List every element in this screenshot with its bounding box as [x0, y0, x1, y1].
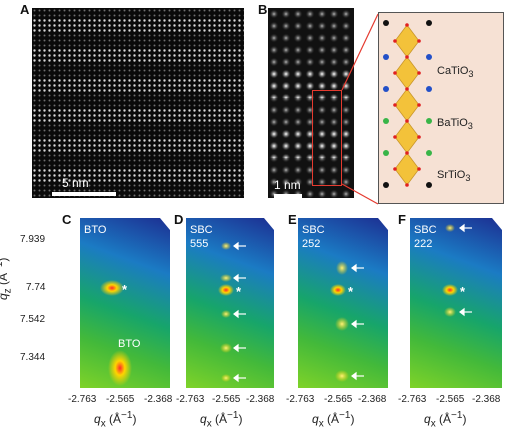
atomic-columns-b: [268, 8, 354, 198]
x-tick-d-0: -2.763: [176, 394, 205, 405]
zoom-connector-lines: [341, 13, 379, 205]
x-axis-title-e: qx (Å−1): [312, 410, 355, 430]
x-tick-f-0: -2.763: [398, 394, 427, 405]
rsm-peaks-e: [330, 218, 388, 382]
peak-tag-c: BTO: [118, 338, 141, 350]
scale-bar-a: [52, 192, 116, 196]
sample-tag-d: SBC: [190, 224, 213, 236]
rsm-map-d: SBC 555 *: [186, 218, 274, 388]
panel-label-a: A: [20, 2, 30, 17]
panel-label-e: E: [288, 212, 297, 227]
substrate-peak-star-c: *: [122, 282, 128, 297]
rsm-map-c: BTO * BTO: [80, 218, 170, 388]
rsm-map-f: SBC 222 *: [410, 218, 502, 388]
panel-label-f: F: [398, 212, 406, 227]
rsm-peaks-c: [100, 218, 170, 386]
y-tick-1: 7.74: [26, 282, 46, 293]
sample-sub-d: 555: [190, 238, 209, 250]
panel-label-c: C: [62, 212, 72, 227]
sample-tag-f: SBC: [414, 224, 437, 236]
x-tick-d-2: -2.368: [246, 394, 275, 405]
x-tick-f-1: -2.565: [436, 394, 465, 405]
scale-text-b: 1 nm: [274, 178, 301, 192]
x-axis-title-f: qx (Å−1): [424, 410, 467, 430]
scale-text-a: 5 nm: [62, 176, 89, 190]
x-tick-e-2: -2.368: [358, 394, 387, 405]
sample-tag-e: SBC: [302, 224, 325, 236]
y-tick-0: 7.939: [20, 234, 46, 245]
substrate-peak-star-e: *: [348, 284, 354, 299]
rsm-peaks-d: [218, 218, 274, 383]
x-axis-title-c: qx (Å−1): [94, 410, 137, 430]
perovskite-schematic: CaTiO3 BaTiO3 SrTiO3: [378, 12, 504, 204]
label-batio3: BaTiO3: [437, 117, 473, 132]
panel-label-b: B: [258, 2, 268, 17]
rsm-map-e: SBC 252 *: [298, 218, 388, 388]
x-tick-f-2: -2.368: [472, 394, 501, 405]
y-tick-2: 7.542: [20, 314, 46, 325]
label-catio3: CaTiO3: [437, 65, 474, 80]
panel-label-d: D: [174, 212, 184, 227]
x-tick-c-0: -2.763: [68, 394, 97, 405]
substrate-peak-star-f: *: [460, 284, 466, 299]
atomic-lattice-a: [32, 8, 244, 198]
sample-tag-c: BTO: [84, 224, 107, 236]
y-tick-3: 7.344: [20, 352, 46, 363]
label-srtio3: SrTiO3: [437, 169, 471, 184]
x-tick-e-1: -2.565: [324, 394, 353, 405]
y-axis-title: qz (Å−1): [0, 258, 14, 300]
x-tick-c-1: -2.565: [106, 394, 135, 405]
x-tick-d-1: -2.565: [212, 394, 241, 405]
sample-sub-f: 222: [414, 238, 433, 250]
zoom-box: [312, 90, 342, 186]
octahedra-stack: [383, 20, 432, 188]
stem-image-a: 5 nm: [32, 8, 244, 198]
x-axis-title-d: qx (Å−1): [200, 410, 243, 430]
sample-sub-e: 252: [302, 238, 321, 250]
scale-bar-b: [274, 194, 302, 198]
rsm-peaks-f: [442, 218, 502, 317]
substrate-peak-star-d: *: [236, 284, 242, 299]
stem-image-b: 1 nm: [268, 8, 354, 198]
x-tick-c-2: -2.368: [144, 394, 173, 405]
x-tick-e-0: -2.763: [286, 394, 315, 405]
